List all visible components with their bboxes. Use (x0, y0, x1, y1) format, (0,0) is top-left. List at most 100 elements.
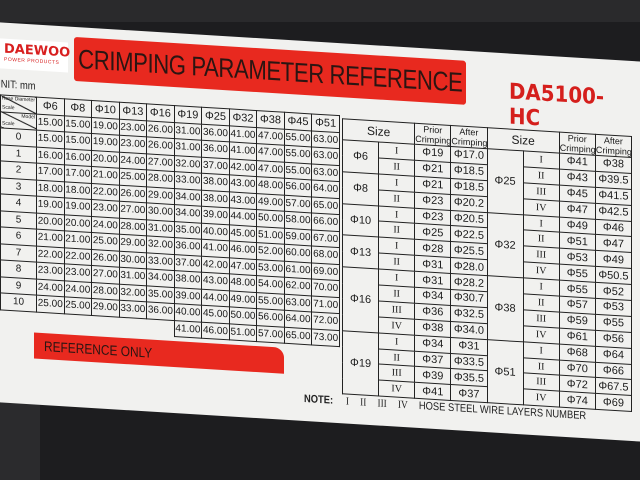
table-cell: 40.00 (174, 303, 202, 322)
size-cell: Φ8 (342, 171, 379, 206)
size-cell: Φ10 (342, 203, 379, 238)
numeral: III (377, 397, 387, 411)
table-cell: 23.00 (91, 199, 120, 218)
size-cell: Φ13 (342, 235, 379, 270)
table-cell: 20.00 (91, 149, 120, 169)
table-cell: 41.00 (229, 125, 257, 144)
table-cell: 49.00 (229, 290, 257, 309)
numeral: IV (397, 398, 408, 412)
table-cell: 20.00 (64, 214, 92, 233)
table-cell: 15.00 (64, 115, 92, 134)
column-header: Φ51 (311, 113, 340, 133)
table-cell: 32.00 (146, 235, 175, 255)
table-cell: 21.00 (64, 230, 92, 249)
table-cell: 15.00 (64, 131, 92, 150)
table-cell: 63.00 (284, 293, 312, 312)
table-cell: 55.00 (284, 145, 312, 164)
table-cell: 19.00 (91, 116, 120, 136)
table-cell: 36.00 (174, 237, 202, 256)
table-cell: 23.00 (119, 135, 147, 154)
after-crimping-cell: Φ37 (450, 384, 487, 403)
table-cell: 61.00 (284, 260, 312, 279)
table-cell: 31.00 (174, 138, 202, 157)
model-corner-top: Model (21, 113, 35, 121)
table-cell: 57.00 (256, 325, 285, 344)
table-cell: 33.00 (119, 300, 147, 319)
table-cell: 24.00 (64, 280, 92, 299)
table-cell: 58.00 (284, 211, 312, 230)
table-cell: 17.00 (64, 164, 92, 183)
table-cell: 44.00 (201, 288, 230, 307)
table-cell: 57.00 (284, 194, 312, 213)
table-cell: 38.00 (174, 270, 202, 289)
table-cell: 67.00 (311, 229, 340, 248)
table-cell: 65.00 (311, 196, 340, 215)
table-cell: 21.00 (36, 229, 65, 248)
table-cell: 22.00 (36, 245, 65, 264)
column-header-prior: Prior Crimping (559, 132, 596, 156)
column-header-after: After Crimping (595, 134, 632, 158)
table-cell: 40.00 (201, 222, 230, 241)
daewoo-logo: DAEWOO POWER PRODUCTS (0, 38, 70, 73)
model-corner: Model Scale (0, 111, 37, 131)
table-cell: 34.00 (146, 268, 175, 288)
table-cell: 55.00 (256, 292, 285, 311)
table-cell: 35.00 (174, 221, 202, 240)
table-cell: 45.00 (229, 224, 257, 243)
table-cell: 26.00 (119, 184, 147, 203)
table-cell: 71.00 (311, 295, 340, 314)
table-cell: 59.00 (284, 227, 312, 246)
column-header: Φ38 (256, 110, 285, 129)
table-cell: 41.00 (201, 239, 230, 258)
column-header: Φ25 (201, 107, 230, 126)
crimping-reference-label: DAEWOO POWER PRODUCTS CRIMPING PARAMETER… (0, 22, 640, 442)
table-cell: 23.00 (119, 118, 147, 137)
table-cell: 64.00 (284, 310, 312, 329)
prior-crimping-cell: Φ41 (414, 382, 451, 401)
model-number: DA5100-HC (509, 79, 605, 132)
table-cell (37, 312, 65, 330)
table-cell: 27.00 (146, 153, 175, 172)
prior-crimping-cell: Φ74 (559, 391, 596, 410)
table-cell: 39.00 (201, 206, 230, 225)
table-cell: 25.00 (64, 296, 92, 315)
table-cell: 22.00 (64, 247, 92, 266)
numeral: I (345, 395, 350, 408)
column-header: Φ19 (174, 105, 202, 124)
table-cell: 19.00 (91, 133, 120, 152)
column-header: Φ16 (146, 103, 175, 123)
table-cell: 63.00 (311, 146, 340, 166)
size-cell: Φ38 (487, 275, 524, 342)
size-cell: Φ6 (342, 139, 379, 174)
table-cell: 29.00 (119, 234, 147, 253)
table-cell: 63.00 (311, 130, 340, 149)
table-cell: 55.00 (284, 128, 312, 147)
table-cell: 73.00 (311, 328, 340, 347)
table-cell: 15.00 (36, 113, 65, 132)
note-label: NOTE: (304, 392, 334, 407)
table-cell: 51.00 (256, 226, 285, 245)
column-header: Φ13 (119, 102, 147, 121)
table-cell: 33.00 (174, 171, 202, 190)
table-cell (147, 318, 175, 336)
table-cell: 66.00 (311, 212, 340, 232)
table-cell: 47.00 (256, 127, 285, 146)
column-header-after: After Crimping (450, 125, 488, 149)
table-cell (92, 315, 120, 333)
table-cell: 28.00 (146, 169, 175, 189)
unit-label: UNIT: mm (0, 78, 36, 93)
table-cell: 33.00 (146, 252, 175, 271)
layer-cell: IV (378, 380, 415, 399)
background-top (0, 0, 640, 22)
table-cell: 50.00 (229, 306, 257, 326)
table-cell: 39.00 (174, 287, 202, 306)
table-cell: 49.00 (256, 193, 285, 212)
table-cell: 25.00 (91, 232, 120, 251)
table-cell: 16.00 (36, 146, 65, 165)
table-cell: 19.00 (36, 196, 65, 215)
table-cell: 63.00 (311, 163, 340, 182)
table-cell: 32.00 (174, 155, 202, 174)
table-cell: 42.00 (229, 158, 257, 177)
table-cell: 19.00 (64, 197, 92, 216)
table-cell: 52.00 (256, 242, 285, 261)
